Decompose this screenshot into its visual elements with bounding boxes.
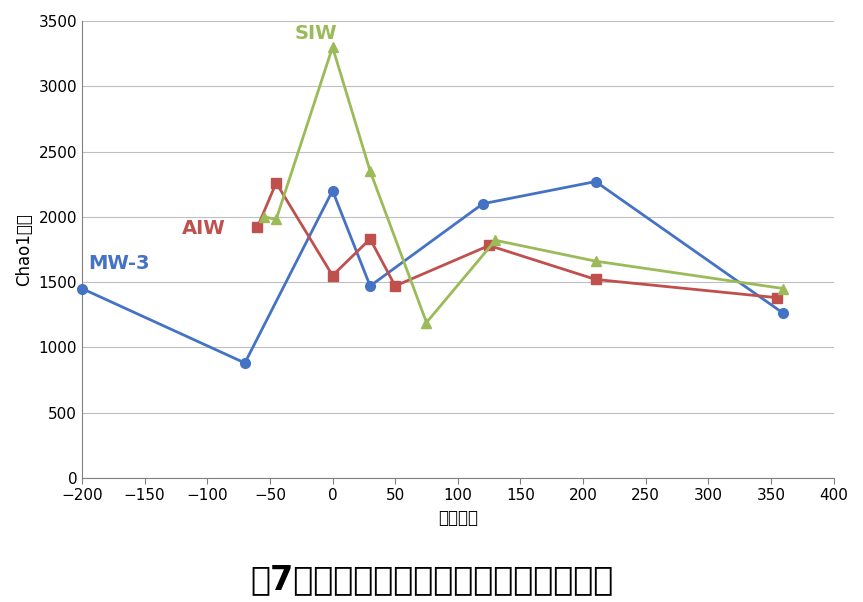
Text: SIW: SIW <box>295 24 337 43</box>
Text: AIW: AIW <box>182 219 226 238</box>
X-axis label: 施工日数: 施工日数 <box>438 509 478 527</box>
Text: MW-3: MW-3 <box>88 254 150 273</box>
Text: 囷7　淨化施工中の微生物多様性の変化: 囷7 淨化施工中の微生物多様性の変化 <box>250 563 613 596</box>
Y-axis label: Chao1指数: Chao1指数 <box>15 213 33 286</box>
